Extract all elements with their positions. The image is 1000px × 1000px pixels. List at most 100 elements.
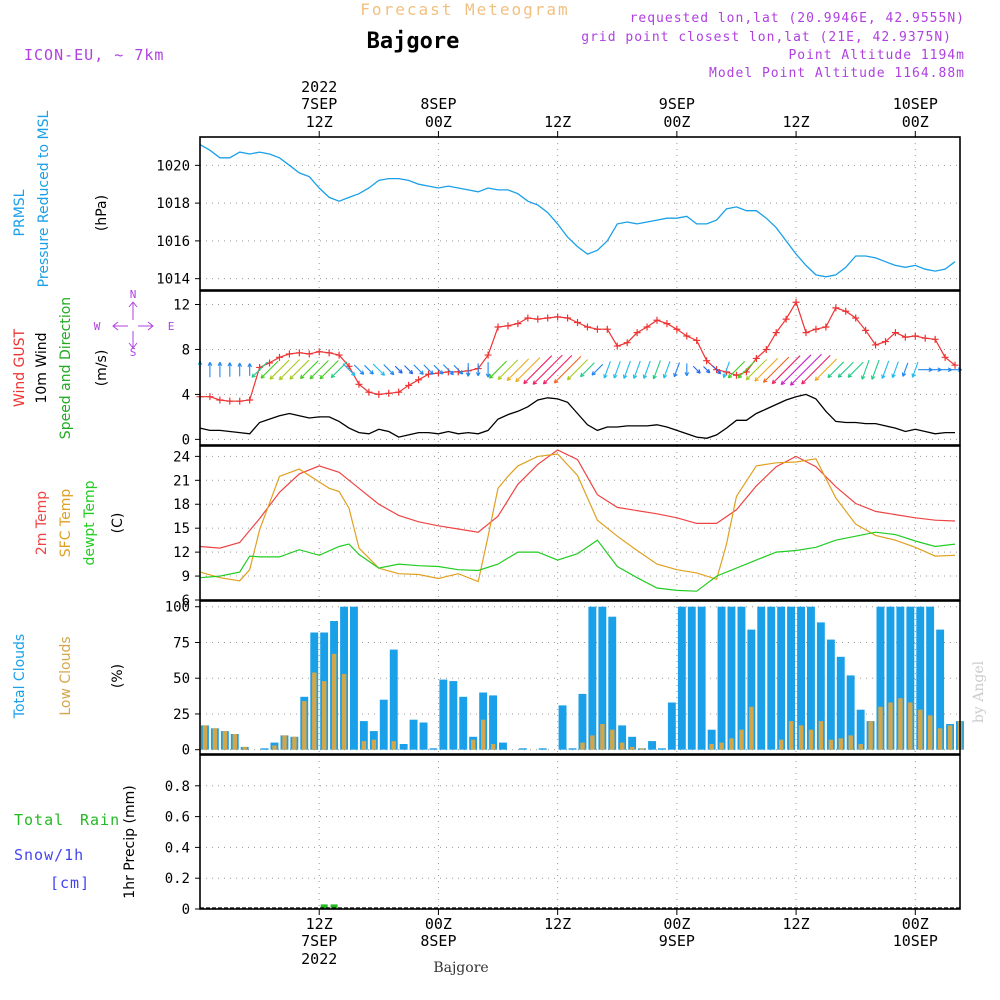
clouds-ytick-label: 0 <box>182 743 190 759</box>
low-cloud-bar <box>272 745 277 750</box>
low-cloud-bar <box>630 746 635 750</box>
gust-point <box>315 348 323 356</box>
top-day-label: 10SEP <box>893 95 938 113</box>
wind-direction-arrow <box>278 359 300 381</box>
total-cloud-bar <box>419 722 428 750</box>
wind-direction-arrow <box>603 361 611 379</box>
total-cloud-bar <box>389 649 398 750</box>
wind-direction-arrow <box>260 360 279 379</box>
wind-direction-arrow <box>692 365 701 374</box>
low-cloud-bar <box>391 741 396 750</box>
low-cloud-bar <box>371 739 377 750</box>
top-hour-label: 00Z <box>902 113 929 131</box>
precip-label-total: Total <box>14 811 64 829</box>
total-cloud-bar <box>777 606 786 750</box>
wind-direction-arrow <box>423 364 434 375</box>
low-cloud-bar <box>222 731 228 750</box>
gust-point <box>593 325 601 333</box>
wind-direction-arrow <box>506 358 530 382</box>
low-cloud-bar <box>908 702 913 750</box>
wind-direction-arrow <box>652 360 661 380</box>
total-cloud-bar <box>568 748 577 750</box>
compass-s: S <box>130 346 137 359</box>
clouds-ytick-label: 75 <box>173 635 190 651</box>
gust-point <box>275 353 283 361</box>
wind-direction-arrow <box>364 364 374 375</box>
total-cloud-bar <box>916 606 925 750</box>
bottom-day-label: 10SEP <box>893 932 938 950</box>
gust-point <box>206 393 214 401</box>
wind-ytick-label: 12 <box>173 297 190 313</box>
wind-direction-arrow <box>745 359 767 381</box>
bottom-hour-label: 00Z <box>902 915 929 933</box>
precip-ytick-label: 0 <box>182 902 190 918</box>
total-cloud-bar <box>449 681 458 750</box>
total-cloud-bar <box>856 709 865 750</box>
low-cloud-bar <box>639 748 645 750</box>
wind-direction-arrow <box>861 359 870 380</box>
wind-direction-arrow <box>251 361 268 378</box>
wind-direction-arrow <box>299 360 319 380</box>
wind-direction-arrow <box>891 361 899 379</box>
wind-direction-arrow <box>789 353 822 386</box>
temp-ytick-label: 21 <box>173 473 190 489</box>
clouds-ytick-label: 25 <box>173 707 190 723</box>
low-cloud-bar <box>788 721 794 750</box>
total-cloud-bar <box>409 719 418 750</box>
low-cloud-bar <box>580 742 585 750</box>
wind-label-speed-dir: Speed and Direction <box>58 297 74 439</box>
total-cloud-bar <box>658 748 666 750</box>
clouds-ytick-label: 50 <box>173 671 190 687</box>
low-cloud-bar <box>302 701 307 750</box>
gust-point <box>762 345 770 353</box>
wind-direction-arrow <box>289 359 310 380</box>
wind-direction-arrow <box>881 360 890 379</box>
gust-point <box>335 351 343 359</box>
low-cloud-bar <box>331 653 337 750</box>
top-year-label: 2022 <box>301 78 337 96</box>
total-cloud-bar <box>727 606 736 750</box>
total-cloud-bar <box>787 606 795 750</box>
gust-point <box>792 298 800 306</box>
total-cloud-bar <box>767 606 776 750</box>
wind-label-10m: 10m Wind <box>34 332 50 403</box>
total-cloud-bar <box>906 606 915 750</box>
total-cloud-bar <box>628 736 637 750</box>
total-cloud-bar <box>558 705 567 750</box>
gust-point <box>564 314 572 322</box>
top-day-label: 9SEP <box>659 95 695 113</box>
top-day-label: 7SEP <box>301 95 337 113</box>
wind-label-gust: Wind GUST <box>12 328 28 407</box>
total-cloud-bar <box>926 606 935 750</box>
gust-point <box>574 318 582 326</box>
chart-marks: 1014101610181020048126912151821240255075… <box>156 78 964 968</box>
total-cloud-bar <box>578 693 587 750</box>
gust-point <box>554 313 562 321</box>
low-cloud-bar <box>481 719 486 750</box>
wind-direction-arrow <box>532 354 563 385</box>
low-cloud-bar <box>242 746 247 750</box>
low-cloud-bar <box>490 744 496 750</box>
gust-point <box>891 329 899 337</box>
gust-point <box>822 323 830 331</box>
low-cloud-bar <box>600 724 605 750</box>
low-cloud-bar <box>322 681 327 750</box>
total-cloud-bar <box>886 606 895 750</box>
total-cloud-bar <box>350 606 358 750</box>
wind-direction-arrow <box>330 361 348 379</box>
low-cloud-bar <box>878 706 883 750</box>
gust-point <box>395 388 403 396</box>
wind-direction-arrow <box>754 357 779 382</box>
gust-point <box>901 333 909 341</box>
total-cloud-bar <box>717 606 726 750</box>
cloud-label-unit: (%) <box>110 664 126 688</box>
gust-point <box>226 397 234 405</box>
low-cloud-bar <box>729 738 734 750</box>
footer-location: Bajgore <box>433 960 488 976</box>
point-altitude: Point Altitude 1194m <box>788 48 965 63</box>
wind-direction-arrow <box>673 362 681 378</box>
temp2m-line <box>199 449 956 549</box>
wind-direction-arrow <box>762 356 790 383</box>
low-cloud-bar <box>928 715 933 750</box>
wind-direction-arrow <box>475 363 481 377</box>
